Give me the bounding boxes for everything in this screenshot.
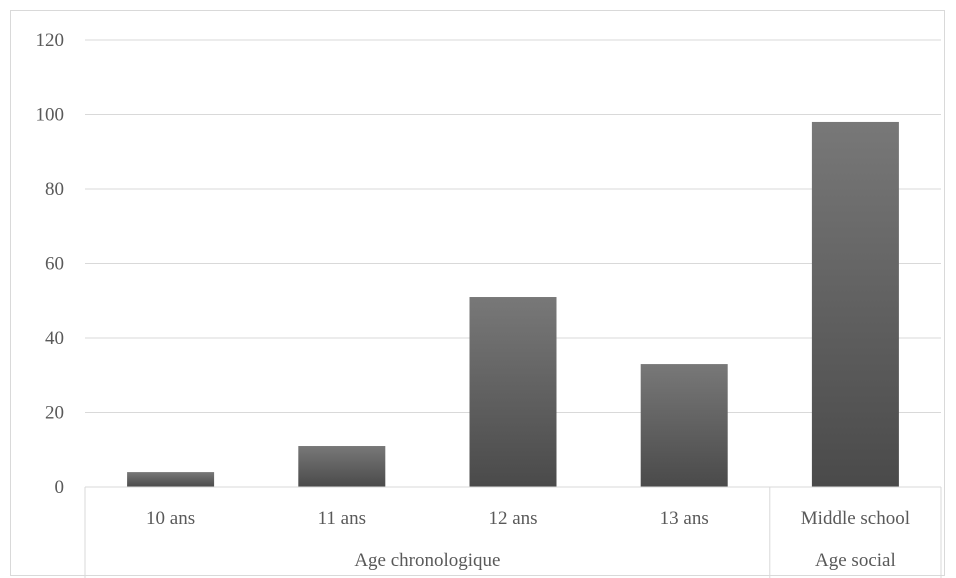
x-category-label: 11 ans bbox=[318, 508, 366, 529]
y-axis-ticks: 0 20 40 60 80 100 120 bbox=[36, 30, 65, 498]
x-axis: 10 ans 11 ans 12 ans 13 ans Middle school Age… bbox=[84, 486, 942, 578]
bar-12-ans bbox=[469, 297, 557, 487]
y-tick-label: 0 bbox=[55, 477, 65, 498]
x-group-label: Age social bbox=[815, 550, 896, 571]
bar-10-ans bbox=[127, 472, 215, 487]
gridlines bbox=[85, 39, 941, 413]
x-category-label: 12 ans bbox=[488, 508, 537, 529]
y-tick-label: 80 bbox=[45, 179, 64, 200]
y-tick-label: 20 bbox=[45, 403, 64, 424]
bar-11-ans bbox=[298, 446, 386, 487]
bars bbox=[127, 121, 899, 487]
x-category-label: 13 ans bbox=[660, 508, 709, 529]
x-category-label: Middle school bbox=[801, 508, 910, 529]
y-tick-label: 100 bbox=[36, 105, 65, 126]
bar-middle-school bbox=[811, 121, 899, 487]
x-category-label: 10 ans bbox=[146, 508, 195, 529]
bar-13-ans bbox=[640, 364, 728, 487]
y-tick-label: 120 bbox=[36, 30, 65, 51]
x-group-label: Age chronologique bbox=[354, 550, 500, 571]
y-tick-label: 60 bbox=[45, 254, 64, 275]
y-tick-label: 40 bbox=[45, 328, 64, 349]
